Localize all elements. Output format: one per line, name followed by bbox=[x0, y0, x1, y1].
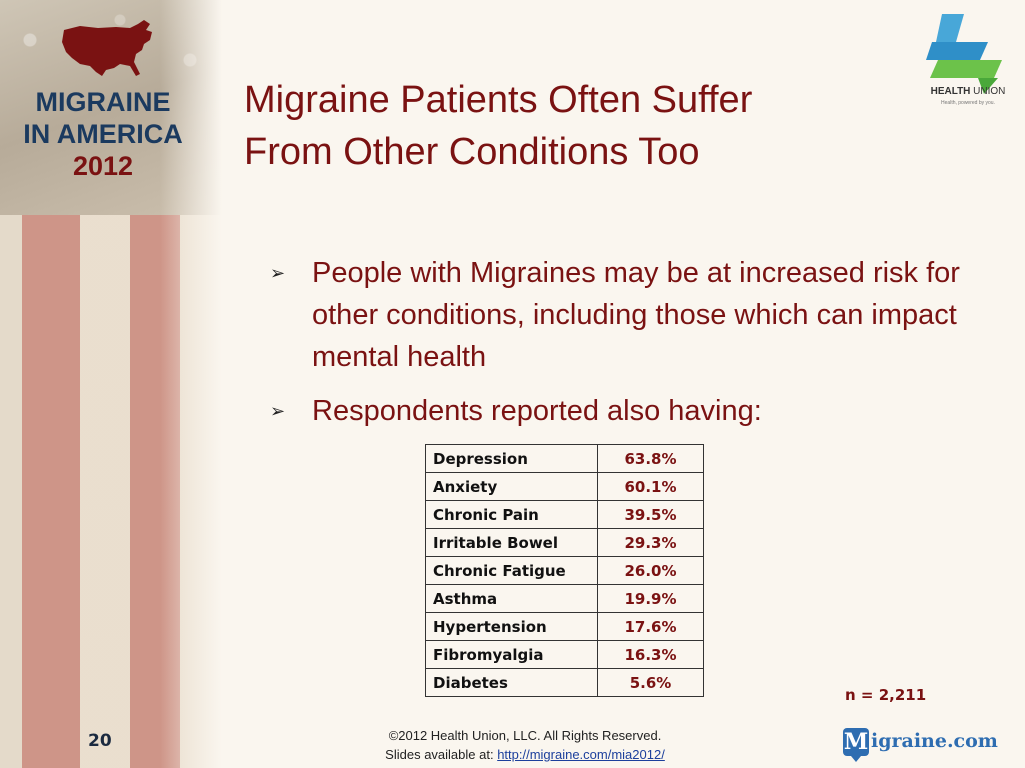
page-number: 20 bbox=[88, 731, 112, 751]
table-row: Chronic Pain 39.5% bbox=[425, 500, 704, 529]
condition-value: 60.1% bbox=[597, 472, 704, 501]
table-row: Depression 63.8% bbox=[425, 444, 704, 473]
table-row: Irritable Bowel 29.3% bbox=[425, 528, 704, 557]
condition-name: Chronic Pain bbox=[425, 500, 598, 529]
slides-prefix: Slides available at: bbox=[385, 747, 498, 762]
condition-value: 39.5% bbox=[597, 500, 704, 529]
table-row: Hypertension 17.6% bbox=[425, 612, 704, 641]
slides-availability: Slides available at: http://migraine.com… bbox=[340, 745, 710, 764]
bullet-item: ➢ People with Migraines may be at increa… bbox=[266, 252, 966, 378]
table-row: Asthma 19.9% bbox=[425, 584, 704, 613]
condition-name: Anxiety bbox=[425, 472, 598, 501]
condition-name: Fibromyalgia bbox=[425, 640, 598, 669]
slides-link[interactable]: http://migraine.com/mia2012/ bbox=[497, 747, 665, 762]
mia-line2: IN AMERICA bbox=[23, 119, 183, 149]
bullet-text: Respondents reported also having: bbox=[312, 395, 762, 427]
condition-value: 5.6% bbox=[597, 668, 704, 697]
table-row: Fibromyalgia 16.3% bbox=[425, 640, 704, 669]
condition-value: 29.3% bbox=[597, 528, 704, 557]
health-union-tagline: Health, powered by you. bbox=[941, 100, 995, 106]
arrow-bullet-icon: ➢ bbox=[270, 401, 286, 421]
footer: ©2012 Health Union, LLC. All Rights Rese… bbox=[340, 726, 710, 764]
migraine-in-america-title: MIGRAINE IN AMERICA 2012 bbox=[8, 86, 198, 182]
copyright-text: ©2012 Health Union, LLC. All Rights Rese… bbox=[388, 728, 662, 743]
table-row: Anxiety 60.1% bbox=[425, 472, 704, 501]
hu-name-bold: HEALTH bbox=[930, 86, 971, 97]
health-union-name: HEALTH UNION bbox=[918, 86, 1018, 97]
condition-name: Irritable Bowel bbox=[425, 528, 598, 557]
condition-name: Depression bbox=[425, 444, 598, 473]
condition-value: 16.3% bbox=[597, 640, 704, 669]
condition-value: 63.8% bbox=[597, 444, 704, 473]
slide-title-line1: Migraine Patients Often Suffer bbox=[244, 79, 753, 121]
health-union-logo-icon bbox=[926, 14, 1002, 94]
condition-value: 17.6% bbox=[597, 612, 704, 641]
migraine-logo-text: igraine.com bbox=[871, 730, 998, 752]
mia-year: 2012 bbox=[72, 151, 134, 181]
condition-value: 26.0% bbox=[597, 556, 704, 585]
bullet-list: ➢ People with Migraines may be at increa… bbox=[266, 252, 966, 444]
usa-map-icon bbox=[62, 20, 152, 76]
sample-size-label: n = 2,211 bbox=[845, 686, 927, 704]
condition-value: 19.9% bbox=[597, 584, 704, 613]
conditions-table: Depression 63.8% Anxiety 60.1% Chronic Pai… bbox=[425, 444, 704, 697]
condition-name: Asthma bbox=[425, 584, 598, 613]
bullet-text: People with Migraines may be at increase… bbox=[312, 257, 960, 373]
bullet-item: ➢ Respondents reported also having: bbox=[266, 390, 966, 432]
slide-title: Migraine Patients Often Suffer From Othe… bbox=[244, 74, 884, 178]
condition-name: Chronic Fatigue bbox=[425, 556, 598, 585]
condition-name: Diabetes bbox=[425, 668, 598, 697]
slide-title-line2: From Other Conditions Too bbox=[244, 131, 700, 173]
arrow-bullet-icon: ➢ bbox=[270, 263, 286, 283]
hu-name-light: UNION bbox=[970, 86, 1006, 97]
migraine-m-icon: M bbox=[843, 728, 869, 762]
table-row: Chronic Fatigue 26.0% bbox=[425, 556, 704, 585]
table-row: Diabetes 5.6% bbox=[425, 668, 704, 697]
mia-line1: MIGRAINE bbox=[35, 87, 171, 117]
condition-name: Hypertension bbox=[425, 612, 598, 641]
